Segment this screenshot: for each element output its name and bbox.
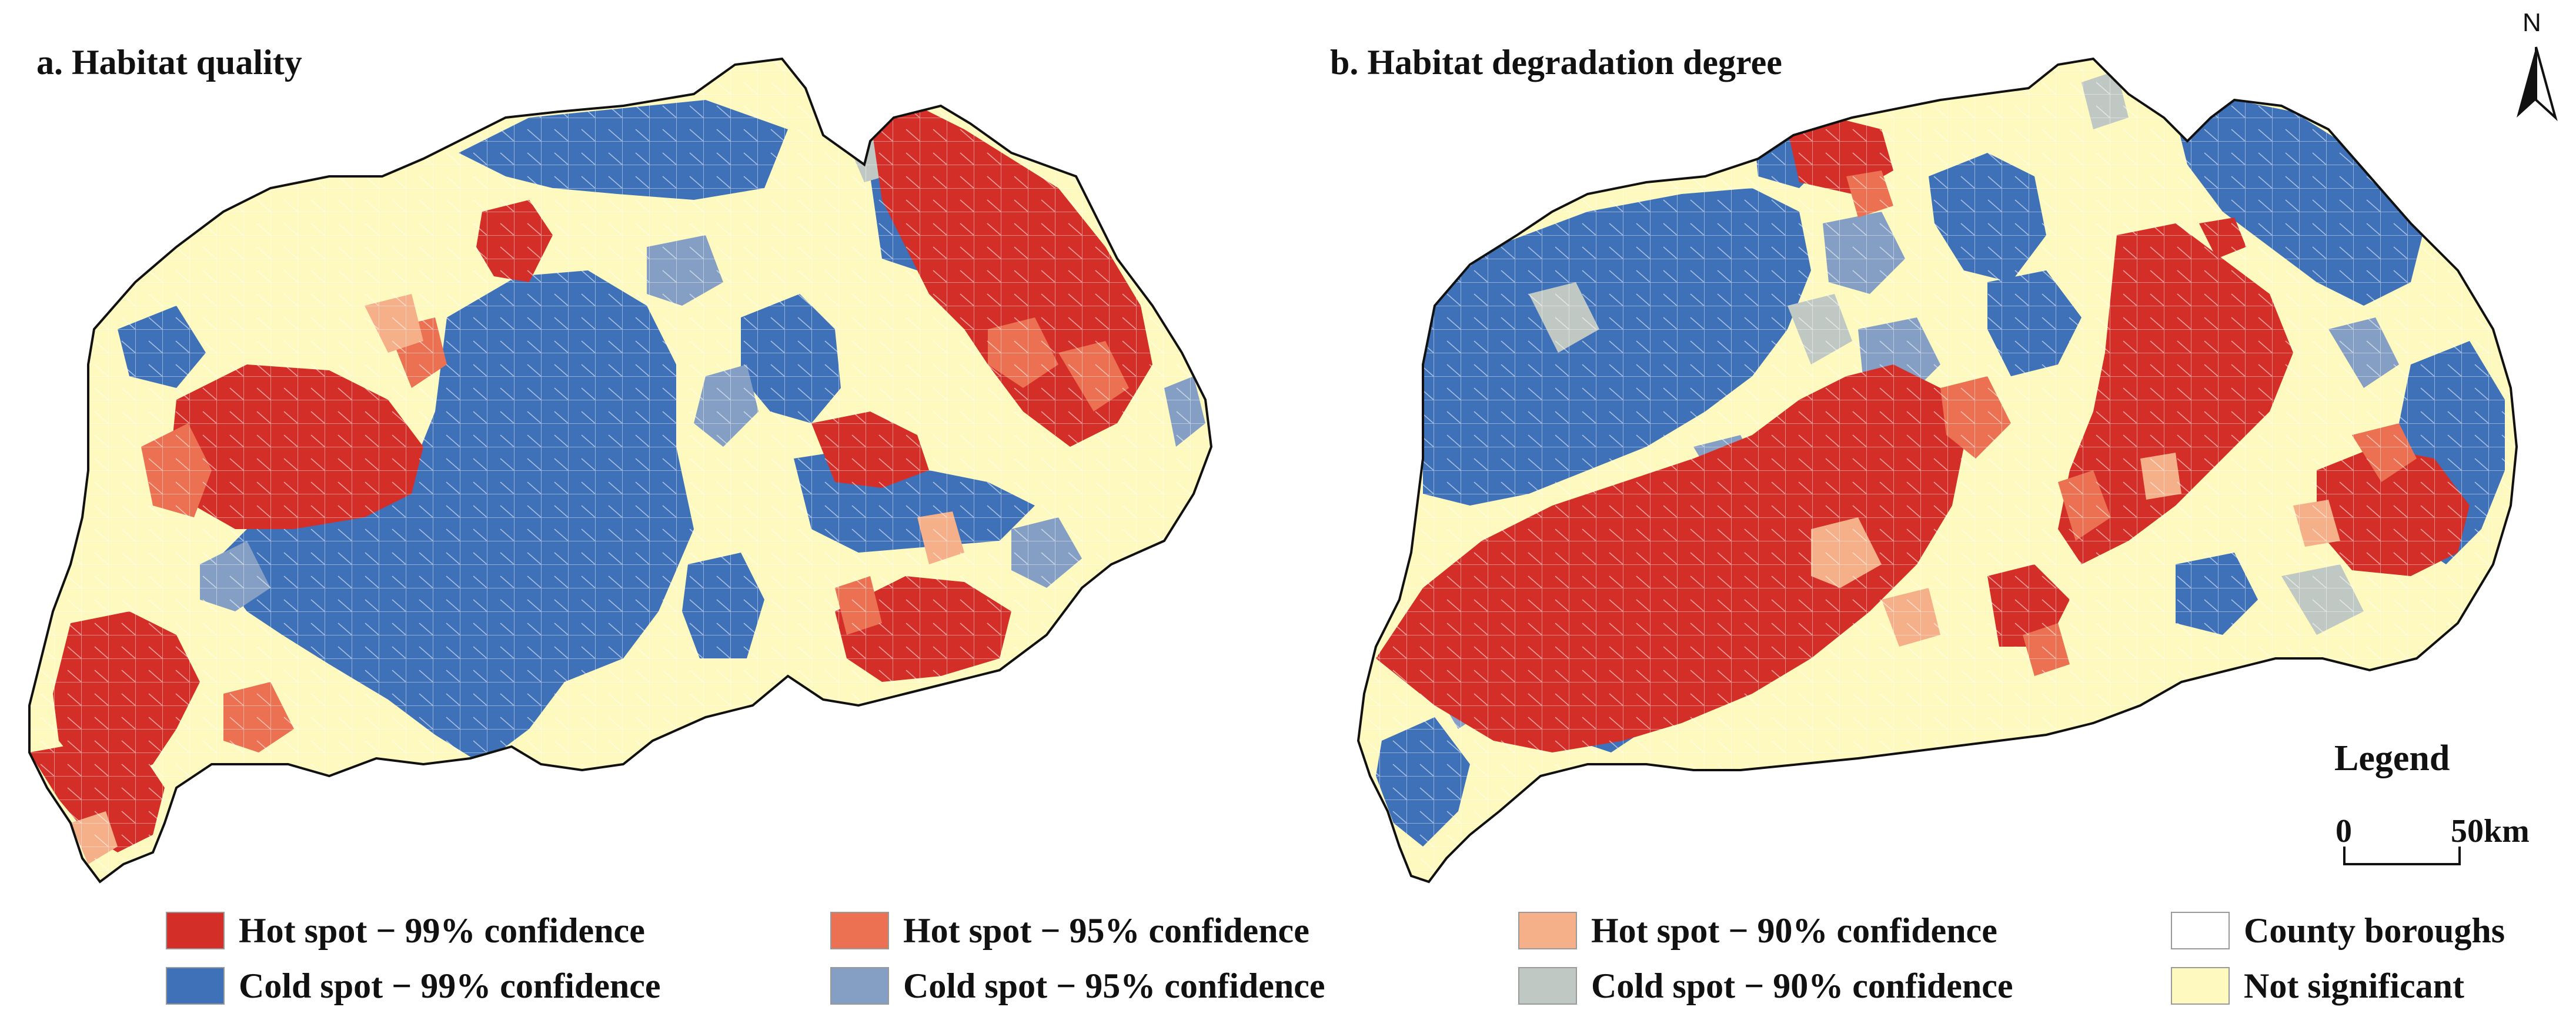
legend-label: Cold spot − 95% confidence (903, 966, 1325, 1005)
legend-swatch (1518, 967, 1577, 1005)
legend-item-hot-90: Hot spot − 90% confidence (1518, 908, 1997, 953)
region-hot-spot-99 (1117, 553, 1188, 611)
legend-label: Hot spot − 99% confidence (239, 911, 645, 950)
legend-swatch (1518, 912, 1577, 949)
north-arrow-label: N (2522, 8, 2541, 37)
county-borough-lines (1358, 59, 2517, 882)
legend-label: Not significant (2244, 966, 2464, 1005)
legend-item-not-significant: Not significant (2171, 964, 2464, 1008)
legend-swatch (2171, 967, 2230, 1005)
panel-b-title: b. Habitat degradation degree (1330, 43, 1782, 82)
scale-end-label: 50km (2451, 813, 2530, 849)
legend-swatch (2171, 912, 2230, 949)
legend-item-cold-99: Cold spot − 99% confidence (166, 964, 661, 1008)
legend-label: Cold spot − 90% confidence (1591, 966, 2013, 1005)
north-arrow-icon (2517, 46, 2558, 122)
legend-label: Cold spot − 99% confidence (239, 966, 661, 1005)
map-b-boundary (1357, 57, 2518, 884)
legend-item-cold-95: Cold spot − 95% confidence (830, 964, 1325, 1008)
legend-swatch (166, 912, 225, 949)
scale-start-label: 0 (2336, 813, 2352, 849)
panel-a-title: a. Habitat quality (36, 43, 302, 82)
map-b-habitat-degradation (1358, 59, 2517, 882)
region-hot-spot-90 (753, 717, 811, 788)
map-a-boundary (28, 57, 1213, 884)
legend-item-hot-95: Hot spot − 95% confidence (830, 908, 1309, 953)
legend-swatch (830, 912, 889, 949)
region-hot-spot-90 (1105, 564, 1164, 623)
county-borough-lines (29, 59, 1211, 882)
legend-item-cold-90: Cold spot − 90% confidence (1518, 964, 2013, 1008)
scale-bar (2343, 847, 2461, 865)
legend-label: Hot spot − 95% confidence (903, 911, 1309, 950)
legend-label: County boroughs (2244, 911, 2505, 950)
legend-swatch (166, 967, 225, 1005)
legend-heading: Legend (2334, 738, 2450, 778)
legend-label: Hot spot − 90% confidence (1591, 911, 1997, 950)
map-a-habitat-quality (29, 59, 1211, 882)
legend-item-hot-99: Hot spot − 99% confidence (166, 908, 645, 953)
legend: Hot spot − 99% confidence Hot spot − 95%… (166, 908, 2565, 1026)
legend-item-county-boroughs: County boroughs (2171, 908, 2505, 953)
legend-swatch (830, 967, 889, 1005)
